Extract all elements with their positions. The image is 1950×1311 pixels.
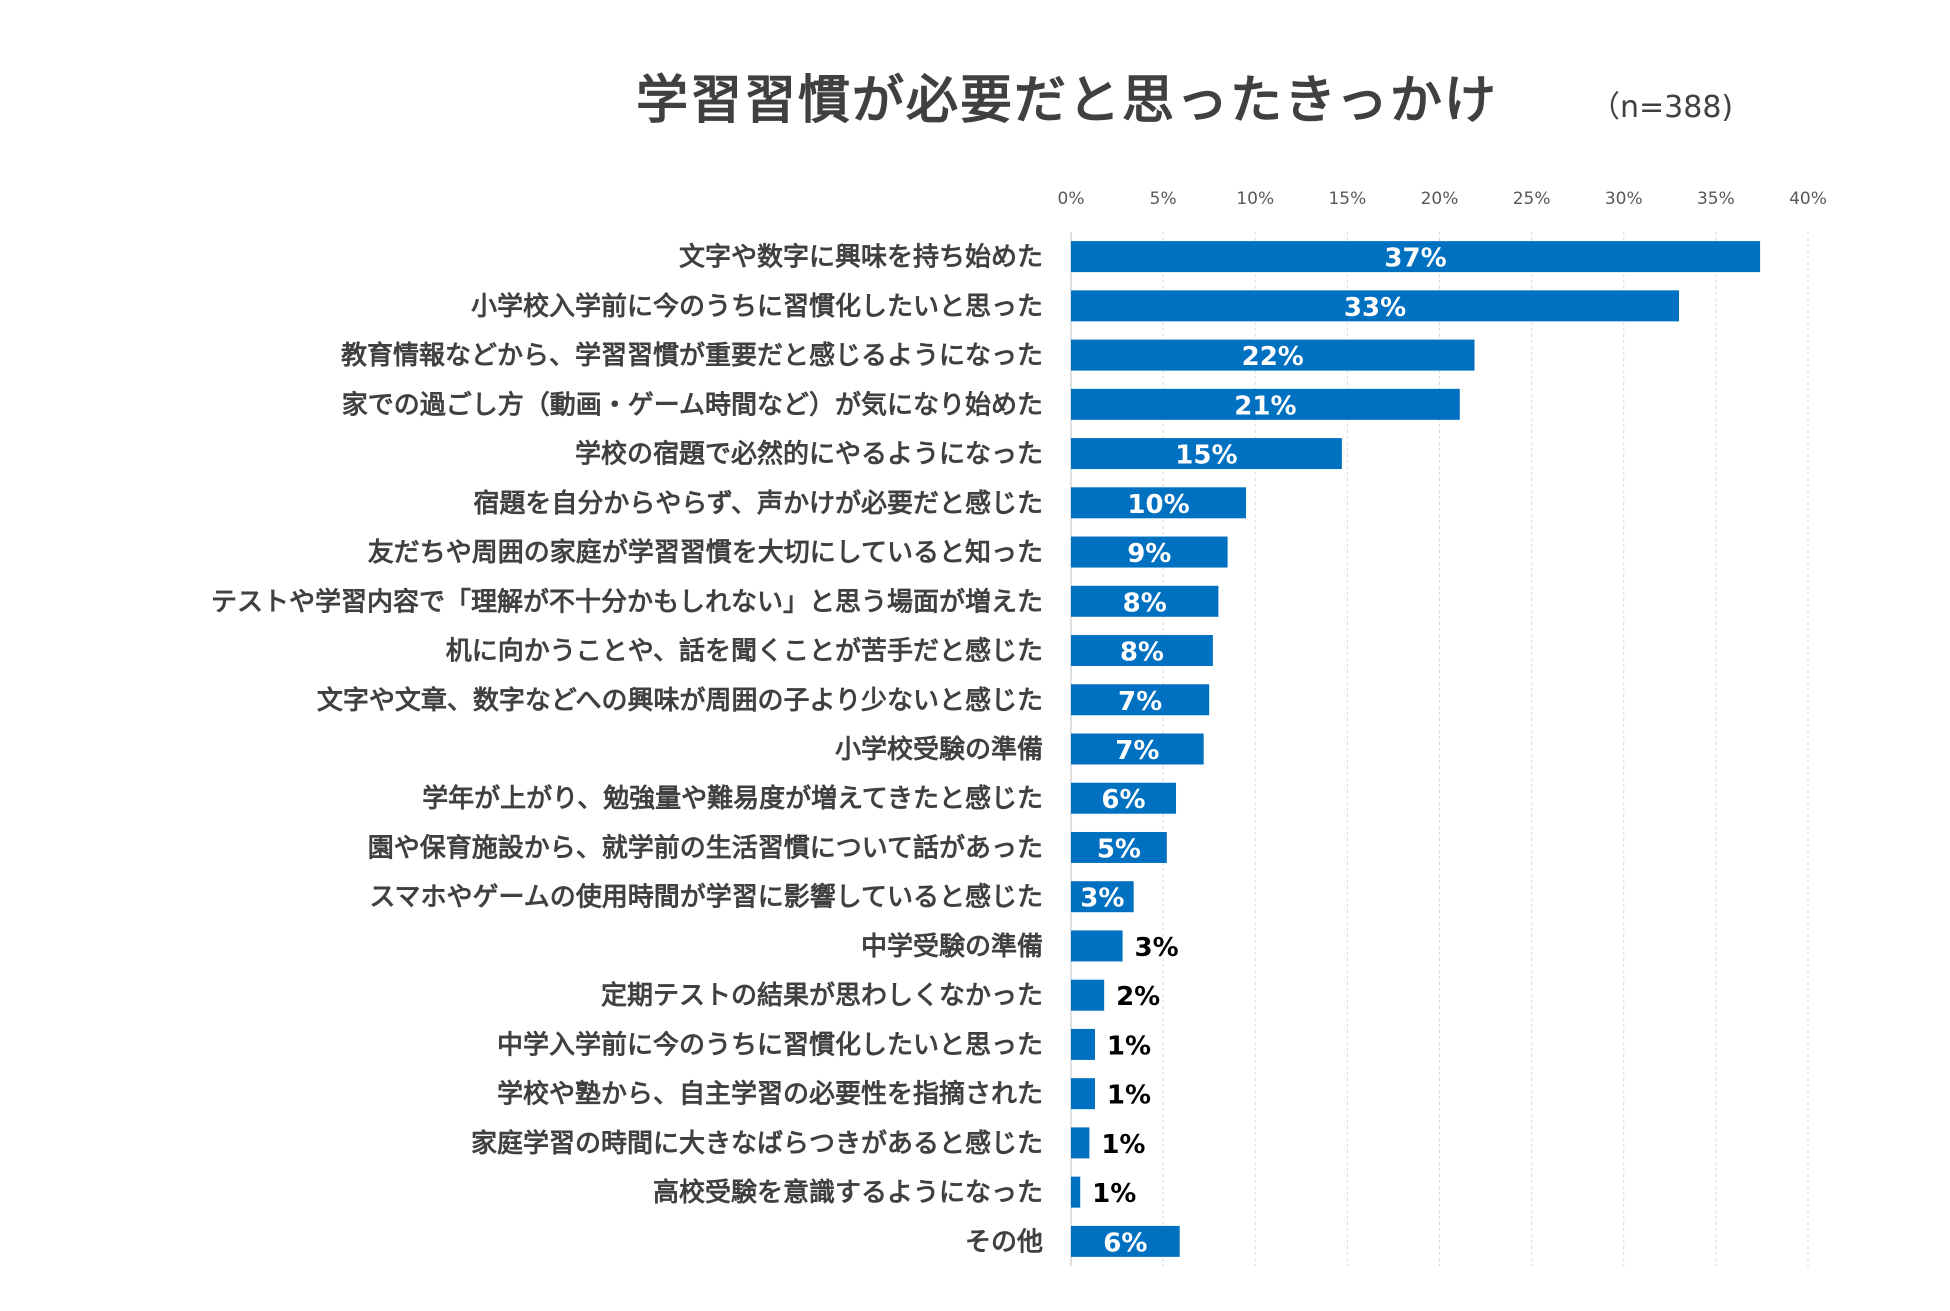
value-label: 5% [1097,834,1141,864]
bar [1071,635,1213,667]
category-labels: 文字や数字に興味を持ち始めた小学校入学前に今のうちに習慣化したいと思った教育情報… [211,242,1043,1258]
category-label: 中学入学前に今のうちに習慣化したいと思った [497,1029,1043,1060]
bar [1071,290,1680,322]
value-label: 3% [1080,884,1124,914]
bar [1071,1078,1095,1110]
category-label: 学校や塾から、自主学習の必要性を指摘された [497,1079,1043,1110]
value-label: 9% [1127,539,1171,569]
category-label: 家での過ごし方（動画・ゲーム時間など）が気になり始めた [342,389,1043,420]
value-label: 1% [1092,1179,1136,1209]
bar [1071,585,1219,617]
category-label: 宿題を自分からやらず、声かけが必要だと感じた [473,488,1043,519]
value-label: 8% [1120,638,1164,668]
value-label: 37% [1384,244,1446,274]
bar [1071,979,1105,1011]
value-label: 7% [1115,736,1159,766]
category-label: 園や保育施設から、就学前の生活習慣について話があった [368,832,1043,863]
value-label: 8% [1123,588,1167,618]
x-tick-label: 0% [1058,189,1085,209]
value-label: 1% [1107,1031,1151,1061]
value-label: 6% [1103,1228,1147,1258]
value-label: 22% [1242,342,1304,372]
value-label: 7% [1118,687,1162,717]
value-label: 2% [1116,982,1160,1012]
bar [1071,684,1210,716]
chart-subtitle: （n=388) [1590,90,1734,125]
category-label: 高校受験を意識するようになった [653,1177,1043,1208]
bar [1071,930,1123,962]
x-tick-label: 30% [1605,189,1643,209]
bar [1071,1225,1180,1257]
category-label: 学年が上がり、勉強量や難易度が増えてきたと感じた [422,783,1043,814]
bar [1071,388,1460,420]
bar [1071,1176,1081,1208]
bar [1071,782,1177,814]
category-label: 家庭学習の時間に大きなばらつきがあると感じた [471,1128,1043,1159]
value-label: 33% [1344,293,1406,323]
value-label: 3% [1135,933,1179,963]
value-labels: 37% 33% 22% 21% 15% 10% 9% 8% 8% 7% 7% 6% 5% 3% 3% 2% 1%… [1080,244,1446,1259]
category-label: 机に向かうことや、話を聞くことが苦手だと感じた [446,636,1043,667]
category-label: 定期テストの結果が思わしくなかった [601,980,1043,1011]
bar [1071,733,1204,765]
bar [1071,339,1475,371]
bar [1071,438,1342,470]
bar [1071,487,1247,519]
chart-title: 学習習慣が必要だと思ったきっかけ [636,71,1498,131]
bar [1071,536,1228,568]
x-tick-label: 10% [1236,189,1274,209]
x-axis-ticks: 0% 5% 10% 15% 20% 25% 30% 35% 40% [1058,189,1827,209]
bar [1071,241,1761,273]
value-label: 15% [1175,441,1237,471]
category-label: テストや学習内容で「理解が不十分かもしれない」と思う場面が増えた [211,586,1043,617]
value-label: 10% [1127,490,1189,520]
category-label: 小学校受験の準備 [835,734,1043,765]
x-tick-label: 15% [1328,189,1366,209]
category-label: 文字や文章、数字などへの興味が周囲の子より少ないと感じた [317,685,1043,716]
bar [1071,831,1167,863]
x-tick-label: 40% [1789,189,1827,209]
category-label: スマホやゲームの使用時間が学習に影響していると感じた [369,882,1043,913]
bars [1071,241,1761,1257]
value-label: 21% [1234,391,1296,421]
category-label: 教育情報などから、学習習慣が重要だと感じるようになった [341,340,1043,371]
category-label: 学校の宿題で必然的にやるようになった [575,439,1043,470]
category-label: その他 [965,1227,1043,1257]
bar [1071,881,1134,913]
category-label: 文字や数字に興味を持ち始めた [679,242,1043,273]
category-label: 小学校入学前に今のうちに習慣化したいと思った [471,291,1043,322]
category-label: 中学受験の準備 [861,931,1043,962]
category-label: 友だちや周囲の家庭が学習習慣を大切にしていると知った [368,537,1043,568]
x-tick-label: 20% [1421,189,1459,209]
value-label: 1% [1101,1130,1145,1160]
x-tick-label: 35% [1697,189,1735,209]
x-tick-label: 5% [1150,189,1177,209]
bar [1071,1028,1095,1060]
value-label: 6% [1101,785,1145,815]
value-label: 1% [1107,1081,1151,1111]
bar [1071,1127,1090,1159]
x-tick-label: 25% [1513,189,1551,209]
